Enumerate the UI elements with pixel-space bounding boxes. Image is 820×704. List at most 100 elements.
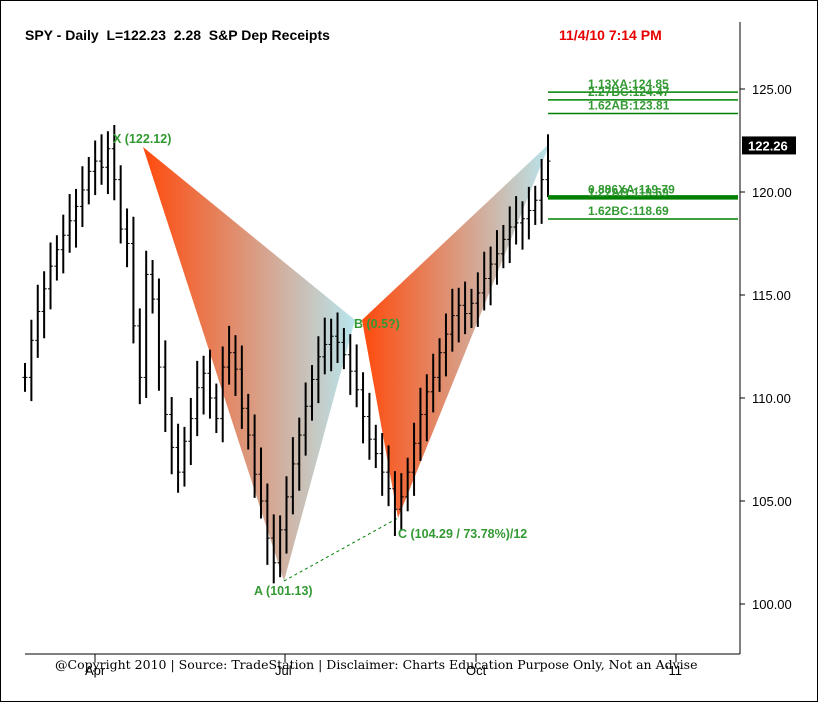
price-bar: [411, 422, 417, 496]
projection-level-label: 1.13XA:124.85: [588, 77, 669, 91]
price-bar: [456, 287, 462, 343]
price-bar: [201, 355, 207, 415]
price-bar: [181, 426, 187, 487]
price-bar: [328, 318, 334, 372]
chart-title: SPY - Daily L=122.23 2.28 S&P Dep Receip…: [25, 27, 330, 43]
projection-level-label: 1.62BC:118.69: [588, 204, 669, 218]
price-bar: [366, 392, 372, 460]
price-bar: [335, 312, 341, 363]
price-bar: [54, 235, 60, 281]
axes: 100.00 105.00 110.00 115.00 120.00 125.00 122.…: [25, 22, 796, 678]
price-bar: [481, 251, 487, 311]
price-bar: [354, 344, 360, 408]
x-tick-label: Oct: [466, 663, 487, 678]
price-bar: [258, 447, 264, 519]
price-bar: [507, 206, 513, 264]
price-bar: [379, 433, 385, 496]
price-bar: [111, 125, 117, 201]
price-bar: [284, 476, 289, 554]
price-bars: [22, 125, 551, 584]
price-bar: [303, 382, 309, 456]
pattern-point-label-C: C (104.29 / 73.78%)/12: [398, 527, 527, 541]
price-bar: [156, 278, 162, 391]
price-bar: [526, 186, 532, 240]
price-bar: [296, 417, 302, 491]
price-bar: [79, 166, 85, 228]
price-bar: [290, 437, 296, 515]
projection-level-label: 2.27BC:124.47: [588, 85, 670, 99]
price-bar: [443, 313, 449, 377]
y-tick-label: 100.00: [752, 597, 792, 612]
price-bar: [347, 334, 353, 395]
copyright-footer: @Copyright 2010 | Source: TradeStation |…: [55, 657, 698, 672]
last-price-box: [742, 136, 796, 155]
pattern-ac-line: [283, 517, 399, 582]
price-bar: [373, 424, 379, 469]
price-bar: [424, 374, 430, 442]
price-bar: [519, 201, 525, 250]
price-bar: [494, 230, 500, 285]
price-bar: [417, 387, 423, 461]
price-bar: [73, 188, 79, 248]
pattern-point-label-A: A (101.13): [254, 584, 313, 598]
x-tick-label: '11: [666, 663, 682, 678]
price-bar: [124, 208, 130, 268]
price-bar: [277, 515, 283, 578]
price-bar: [162, 340, 168, 432]
price-bar: [322, 317, 328, 375]
price-bar: [449, 288, 455, 352]
timestamp: 11/4/10 7:14 PM: [559, 27, 662, 43]
price-bar: [500, 224, 506, 269]
last-price-label: 122.26: [748, 138, 788, 153]
x-tick-label: Jul: [275, 663, 292, 678]
price-bar: [360, 372, 366, 444]
price-bar: [468, 288, 474, 328]
projection-level-label: 1.62AB:123.81: [588, 99, 670, 113]
price-bar: [28, 319, 34, 402]
y-tick-label: 110.00: [752, 391, 791, 406]
price-bar: [143, 250, 149, 398]
y-tick-label: 115.00: [752, 288, 791, 303]
pattern-triangle-xab: [143, 147, 355, 581]
price-bar: [545, 134, 551, 198]
price-bar: [99, 134, 105, 185]
price-bar: [462, 281, 468, 335]
price-bar: [226, 325, 232, 385]
price-bar: [67, 194, 73, 253]
price-bar: [60, 214, 66, 274]
price-bar: [392, 471, 398, 537]
price-bar: [252, 414, 258, 498]
y-tick-label: 120.00: [752, 185, 792, 200]
price-bar: [271, 514, 277, 584]
price-bar: [309, 365, 315, 421]
price-bar: [539, 159, 545, 224]
price-bar: [437, 338, 443, 392]
price-bar: [405, 457, 411, 512]
price-bar: [245, 393, 251, 450]
projection-level-label: 1.27AB:119.69: [588, 185, 669, 199]
pattern-point-label-B: B (0.5?): [354, 317, 400, 331]
price-bar: [130, 216, 136, 344]
price-bar: [220, 346, 226, 443]
price-bar: [475, 272, 481, 327]
price-bar: [22, 362, 28, 392]
price-bar: [430, 353, 436, 413]
price-bar: [92, 140, 98, 196]
price-bar: [188, 398, 194, 465]
price-bar: [35, 284, 41, 358]
price-bar: [169, 396, 175, 475]
price-bar: [513, 196, 519, 245]
price-bar: [341, 327, 347, 370]
price-bar: [175, 423, 181, 493]
price-bar: [86, 156, 92, 205]
price-bar: [239, 345, 245, 429]
projection-level-label: 0.886XA:119.79: [588, 182, 675, 196]
y-tick-label: 105.00: [752, 494, 792, 509]
price-bar: [386, 445, 392, 507]
price-bar: [315, 336, 321, 404]
x-tick-label: Apr: [85, 663, 106, 678]
y-tick-label: 125.00: [752, 82, 792, 97]
price-bar: [105, 131, 111, 195]
pattern-point-label-X: X (122.12): [113, 132, 171, 146]
